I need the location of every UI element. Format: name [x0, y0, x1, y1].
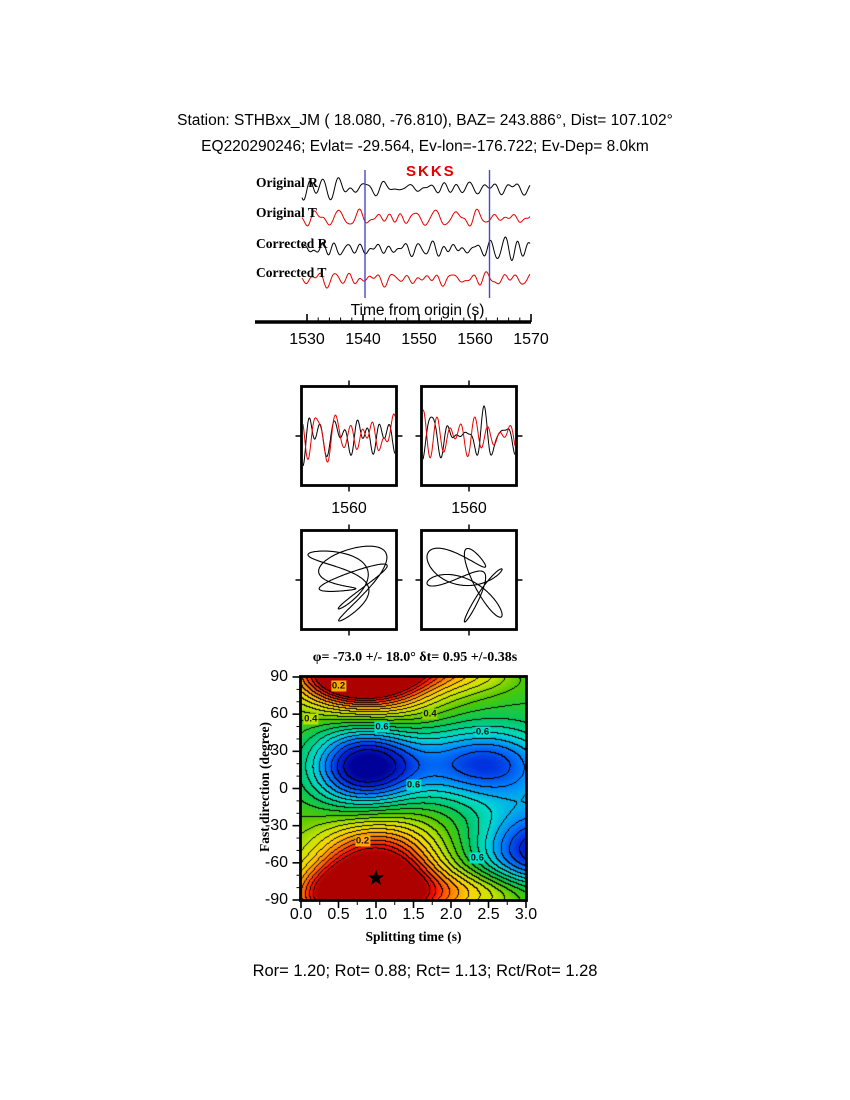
fast-direction-tick-label: 30: [270, 742, 288, 760]
windowed-trace-red: [303, 413, 395, 463]
windowed-trace-black: [423, 405, 515, 460]
splitting-time-tick-label: 3.0: [514, 906, 538, 923]
splitting-result-title: φ= -73.0 +/- 18.0° δt= 0.95 +/-0.38s: [312, 650, 518, 665]
contour-level-label: 0.4: [422, 708, 438, 720]
window-waveform-box-right: [420, 385, 518, 487]
best-fit-star: ★: [366, 864, 386, 890]
splitting-time-tick-label: 1.5: [402, 906, 425, 923]
station-header: Station: STHBxx_JM ( 18.080, -76.810), B…: [177, 112, 673, 129]
ratio-footer: Ror= 1.20; Rot= 0.88; Rct= 1.13; Rct/Rot…: [252, 962, 598, 980]
contour-level-label: 0.6: [374, 721, 390, 733]
time-axis-label: Time from origin (s): [350, 302, 485, 319]
time-axis-tick-label: 1530: [289, 331, 325, 348]
fast-direction-tick-label: -60: [264, 853, 288, 871]
splitting-time-tick-label: 2.0: [439, 906, 463, 923]
contour-level-label: 0.2: [354, 835, 371, 847]
time-axis-tick-label: 1550: [401, 331, 437, 348]
trace-label-original-r: Original R: [256, 175, 318, 190]
original-r-trace: [301, 177, 531, 201]
time-axis-tick-label: 1540: [345, 331, 381, 348]
window-panel-right-tick-label: 1560: [451, 500, 487, 517]
fast-direction-tick-label: 0: [279, 779, 288, 797]
fast-direction-tick-label: -30: [264, 816, 288, 834]
window-panel-left-tick-label: 1560: [331, 500, 367, 517]
windowed-trace-red: [423, 409, 515, 459]
phase-label: SKKS: [406, 163, 456, 180]
particle-motion-curve-left: [307, 545, 388, 622]
trace-label-original-t: Original T: [256, 205, 317, 220]
splitting-time-tick-label: 0.0: [289, 906, 313, 923]
time-axis-tick-label: 1560: [457, 331, 493, 348]
splitting-time-tick-label: 1.0: [364, 906, 388, 923]
splitting-time-axis-label: Splitting time (s): [365, 929, 462, 944]
window-waveform-box-left: [300, 385, 398, 487]
original-t-trace: [301, 208, 531, 227]
particle-motion-curve-right: [426, 547, 503, 623]
trace-label-corrected-r: Corrected R: [256, 236, 328, 251]
particle-motion-box-right: [420, 529, 518, 631]
time-axis-tick-label: 1570: [513, 331, 549, 348]
fast-direction-tick-label: -90: [264, 891, 288, 908]
contour-level-label: 0.6: [469, 852, 485, 864]
fast-direction-tick-label: 90: [270, 668, 288, 685]
windowed-trace-black: [303, 417, 395, 467]
event-header: EQ220290246; Evlat= -29.564, Ev-lon=-176…: [201, 138, 649, 155]
contour-level-label: 0.2: [330, 680, 347, 692]
particle-motion-box-left: [300, 529, 398, 631]
corrected-t-trace: [301, 271, 531, 289]
corrected-r-trace: [301, 236, 531, 262]
fast-direction-tick-label: 60: [270, 705, 288, 723]
contour-level-label: 0.6: [474, 726, 491, 737]
trace-label-corrected-t: Corrected T: [256, 265, 327, 280]
splitting-time-tick-label: 2.5: [477, 906, 500, 923]
splitting-time-tick-label: 0.5: [327, 906, 350, 923]
contour-level-label: 0.6: [405, 779, 422, 791]
contour-level-label: 0.4: [303, 713, 319, 725]
